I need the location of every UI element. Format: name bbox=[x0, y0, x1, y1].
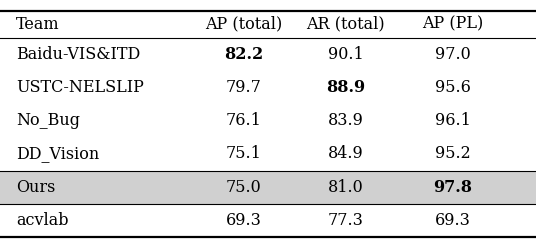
Text: Ours: Ours bbox=[16, 179, 55, 196]
Text: USTC-NELSLIP: USTC-NELSLIP bbox=[16, 79, 144, 96]
Text: DD_Vision: DD_Vision bbox=[16, 145, 99, 162]
Text: 83.9: 83.9 bbox=[328, 112, 363, 129]
Text: 81.0: 81.0 bbox=[328, 179, 363, 196]
Text: 88.9: 88.9 bbox=[326, 79, 365, 96]
Text: AR (total): AR (total) bbox=[307, 16, 385, 33]
Text: Team: Team bbox=[16, 16, 59, 33]
Text: 97.0: 97.0 bbox=[435, 46, 471, 63]
Text: 76.1: 76.1 bbox=[226, 112, 262, 129]
Text: 75.0: 75.0 bbox=[226, 179, 262, 196]
Text: 79.7: 79.7 bbox=[226, 79, 262, 96]
Text: 69.3: 69.3 bbox=[226, 212, 262, 229]
Text: 82.2: 82.2 bbox=[224, 46, 264, 63]
FancyBboxPatch shape bbox=[0, 171, 536, 204]
Text: 97.8: 97.8 bbox=[434, 179, 472, 196]
Text: 95.2: 95.2 bbox=[435, 145, 471, 162]
Text: 90.1: 90.1 bbox=[328, 46, 363, 63]
Text: AP (total): AP (total) bbox=[205, 16, 282, 33]
Text: Baidu-VIS&ITD: Baidu-VIS&ITD bbox=[16, 46, 140, 63]
Text: 95.6: 95.6 bbox=[435, 79, 471, 96]
Text: 69.3: 69.3 bbox=[435, 212, 471, 229]
Text: acvlab: acvlab bbox=[16, 212, 69, 229]
Text: 75.1: 75.1 bbox=[226, 145, 262, 162]
Text: AP (PL): AP (PL) bbox=[422, 16, 483, 33]
Text: 77.3: 77.3 bbox=[328, 212, 363, 229]
Text: No_Bug: No_Bug bbox=[16, 112, 80, 129]
Text: 84.9: 84.9 bbox=[328, 145, 363, 162]
Text: 96.1: 96.1 bbox=[435, 112, 471, 129]
